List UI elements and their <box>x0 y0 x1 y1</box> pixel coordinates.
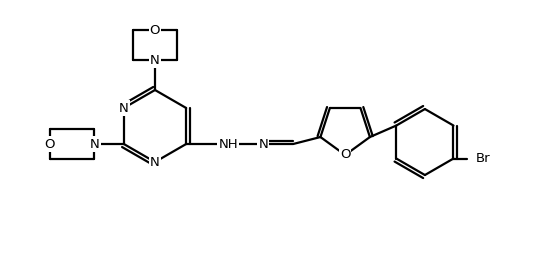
Text: N: N <box>258 138 268 150</box>
Text: O: O <box>340 149 351 161</box>
Text: Br: Br <box>475 152 490 165</box>
Text: N: N <box>119 101 129 115</box>
Text: O: O <box>44 138 55 150</box>
Text: N: N <box>150 53 160 67</box>
Text: N: N <box>150 156 160 169</box>
Text: N: N <box>90 138 100 150</box>
Text: O: O <box>150 24 160 36</box>
Text: NH: NH <box>218 138 238 150</box>
